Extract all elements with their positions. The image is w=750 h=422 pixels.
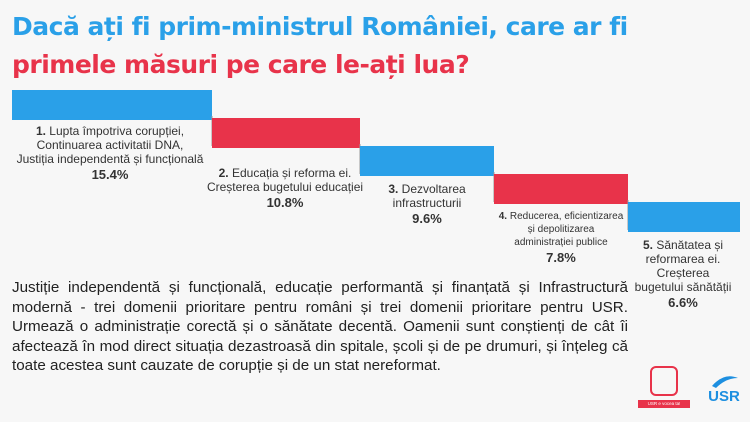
step-label-text: Creșterea bugetului educației	[206, 180, 364, 194]
step-number: 4.	[498, 211, 510, 222]
megaphone-icon	[650, 366, 678, 396]
party-logo-text: USR	[708, 388, 740, 405]
step-label-5: 5. Sănătatea și reformarea ei. Creșterea b…	[620, 238, 746, 310]
step-label-text: Lupta împotriva corupției,	[49, 124, 185, 138]
step-label-text: Justiția independentă și funcțională	[16, 152, 204, 166]
step-number: 3.	[388, 182, 402, 196]
step-bar-2	[212, 118, 360, 148]
title-line-1: Dacă ați fi prim-ministrul României, car…	[12, 12, 628, 41]
step-label-text: și depolitizarea	[527, 224, 595, 235]
step-label-3: 3. Dezvoltarea infrastructurii 9.6%	[360, 182, 494, 226]
step-number: 1.	[35, 124, 50, 138]
step-label-text: administrației publice	[514, 237, 608, 248]
step-value-3: 9.6%	[412, 211, 442, 226]
step-number: 5.	[642, 238, 657, 252]
step-label-text: infrastructurii	[392, 196, 462, 210]
step-label-text: Continuarea activitatii DNA,	[36, 138, 184, 152]
step-value-2: 10.8%	[266, 195, 304, 210]
waterfall-chart	[12, 90, 740, 232]
step-bar-5	[628, 202, 740, 232]
step-label-1: 1. Lupta împotriva corupției, Continuarea…	[12, 124, 208, 182]
step-label-text: Educația și reforma ei.	[231, 166, 352, 180]
step-label-text: Dezvoltarea	[401, 182, 466, 196]
step-value-1: 15.4%	[91, 167, 129, 182]
step-label-text: reformarea ei. Creșterea	[645, 252, 721, 280]
step-value-4: 7.8%	[546, 250, 576, 265]
campaign-logo: USR e vocea ta!	[638, 366, 690, 414]
title-line-2: primele măsuri pe care le-ați lua?	[12, 50, 470, 79]
chart-title: Dacă ați fi prim-ministrul României, car…	[12, 8, 742, 84]
campaign-caption: USR e vocea ta!	[638, 400, 690, 408]
step-bar-1	[12, 90, 212, 120]
party-logo: USR	[706, 372, 742, 412]
step-bar-3	[360, 146, 494, 176]
step-bar-4	[494, 174, 628, 204]
logo-swoosh-icon	[712, 376, 738, 388]
body-text: Justiție independentă și funcțională, ed…	[12, 279, 628, 374]
step-label-text: Reducerea, eficientizarea	[509, 211, 624, 222]
step-label-4: 4. Reducerea, eficientizarea și depolitiz…	[490, 210, 632, 264]
step-label-2: 2. Educația și reforma ei. Creșterea buge…	[206, 166, 364, 210]
step-number: 2.	[218, 166, 232, 180]
step-label-text: Sănătatea și	[656, 238, 724, 252]
step-value-5: 6.6%	[668, 295, 698, 310]
step-label-text: bugetului sănătății	[634, 280, 732, 294]
